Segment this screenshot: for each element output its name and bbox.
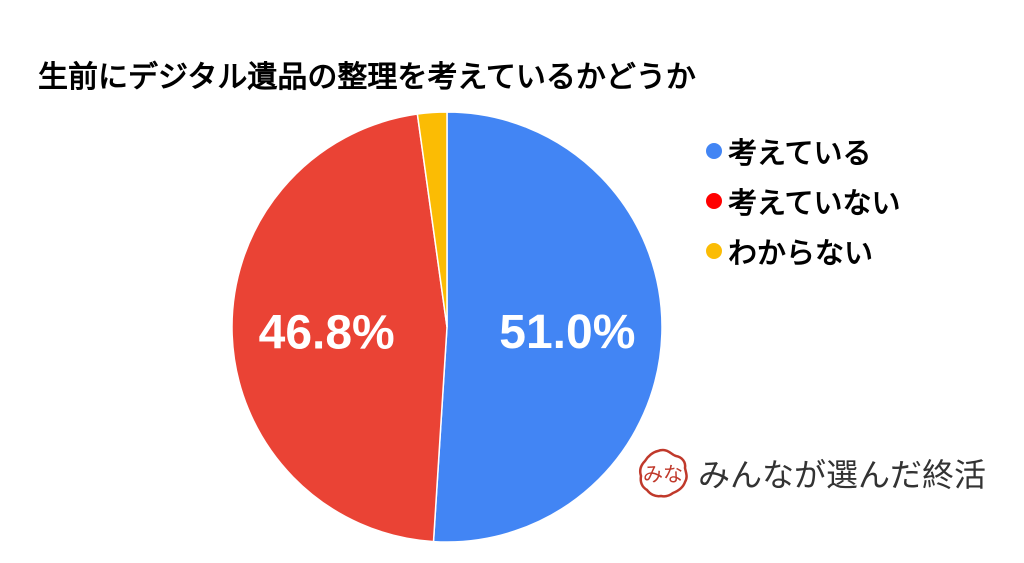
data-label-not-thinking: 46.8% (259, 307, 395, 360)
slice-unknown (416, 111, 448, 328)
legend-label-not-thinking: 考えていない (728, 186, 901, 220)
seal-outline (638, 448, 688, 498)
slice-thinking (432, 111, 663, 543)
watermark-text: みんなが選んだ終活 (698, 456, 987, 494)
legend-label-unknown: わからない (728, 236, 874, 270)
chart-title: 生前にデジタル遺品の整理を考えているかどうか (38, 60, 696, 95)
legend-item-not-thinking: 考えていない (706, 176, 901, 226)
legend-marker-thinking (706, 143, 722, 159)
legend-marker-not-thinking (706, 193, 722, 209)
legend-item-unknown: わからない (706, 226, 901, 276)
seal-text: みな (643, 462, 683, 486)
slice-not-thinking (231, 113, 448, 543)
pie-data-labels: 51.0% 46.8% (259, 306, 636, 360)
data-label-thinking: 51.0% (499, 306, 635, 359)
seal-logo-icon: みな (638, 448, 688, 498)
legend-label-thinking: 考えている (728, 136, 872, 170)
legend-marker-unknown (706, 243, 722, 259)
legend: 考えている 考えていない わからない (706, 126, 901, 276)
watermark: みな みんなが選んだ終活 (636, 446, 986, 500)
legend-item-thinking: 考えている (706, 126, 901, 176)
pie-slices (231, 111, 663, 543)
